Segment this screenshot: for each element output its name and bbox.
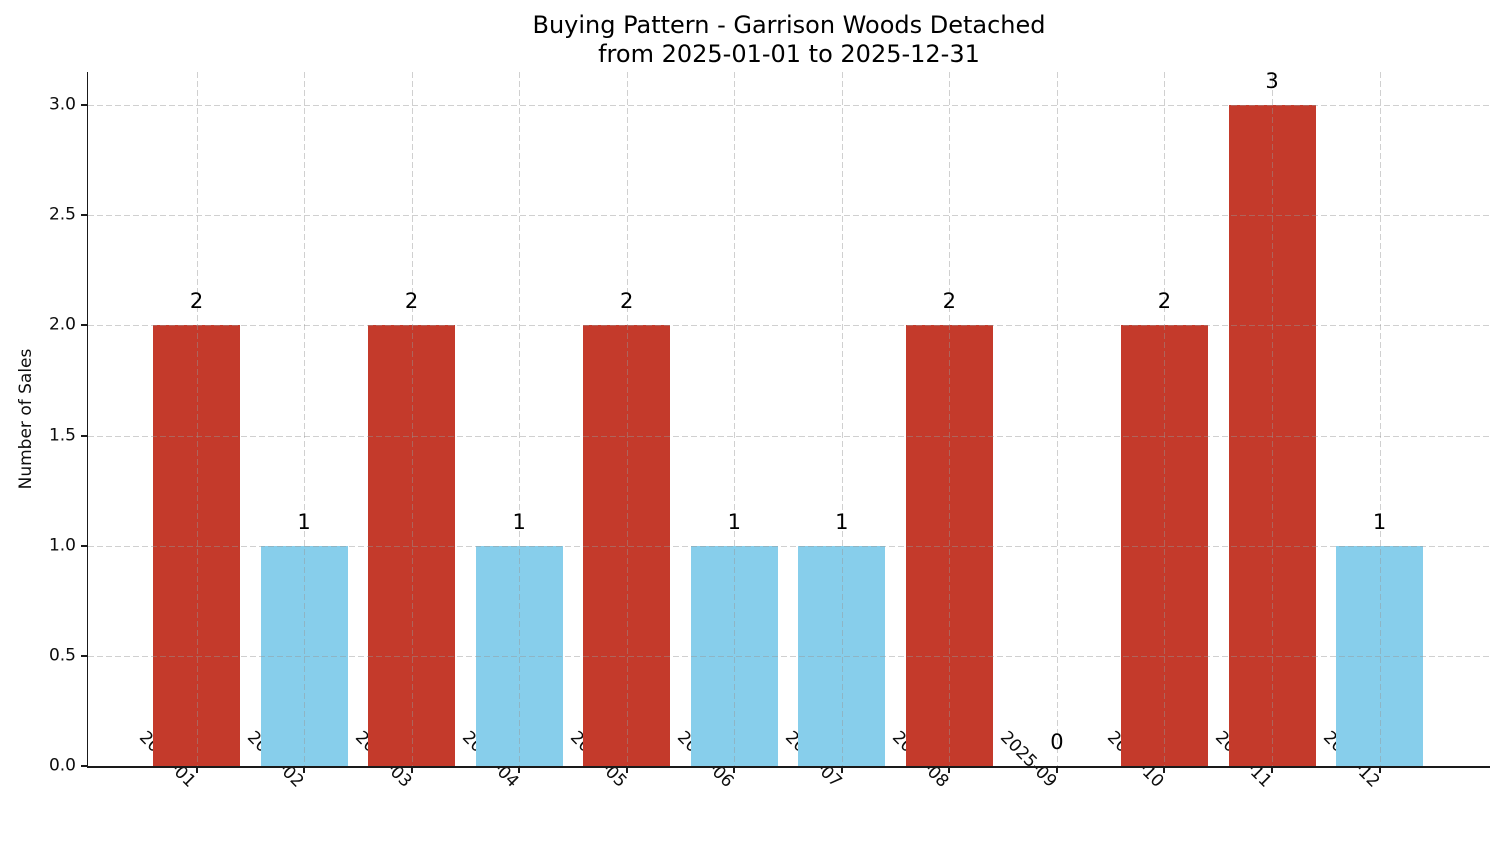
bar-value-label: 1 — [1372, 509, 1387, 534]
y-tick-label: 1.0 — [48, 535, 76, 556]
y-tick-label: 3.0 — [48, 94, 76, 115]
y-tick — [81, 765, 88, 767]
bar-value-label: 2 — [1157, 289, 1172, 314]
x-tick — [1378, 766, 1381, 773]
bar — [1228, 105, 1316, 766]
y-tick-label: 0.0 — [48, 755, 76, 776]
y-tick-label: 2.5 — [48, 204, 76, 225]
chart-title-line2: from 2025-01-01 to 2025-12-31 — [598, 40, 980, 68]
y-tick — [81, 214, 88, 217]
bar-value-label: 2 — [620, 289, 634, 314]
bar-value-label: 0 — [1050, 730, 1064, 754]
x-tick — [1055, 766, 1058, 773]
x-tick — [303, 766, 306, 773]
y-tick-label: 2.0 — [48, 314, 76, 335]
x-tick — [518, 766, 521, 773]
bar — [368, 325, 456, 766]
y-tick — [81, 544, 88, 547]
y-tick-label: 1.5 — [48, 425, 76, 446]
bar-value-label: 1 — [727, 509, 741, 534]
x-tick — [410, 766, 413, 773]
y-tick — [81, 434, 88, 437]
gridline-vertical — [1056, 72, 1058, 766]
chart-title-line1: Buying Pattern - Garrison Woods Detached — [532, 11, 1046, 39]
x-tick — [1163, 766, 1166, 773]
bar-value-label: 1 — [297, 509, 311, 534]
bar — [1120, 325, 1208, 766]
bar-value-label: 2 — [404, 289, 419, 314]
bar-value-label: 1 — [835, 509, 849, 534]
x-tick — [195, 766, 198, 773]
x-axis-spine — [86, 766, 1490, 768]
x-tick — [733, 766, 736, 773]
bar-value-label: 3 — [1265, 69, 1279, 94]
y-tick — [81, 104, 88, 107]
y-tick — [81, 654, 88, 657]
bar — [905, 325, 993, 766]
chart-title: Buying Pattern - Garrison Woods Detached… — [88, 11, 1490, 69]
bar — [798, 545, 886, 766]
y-tick-label: 0.5 — [48, 645, 76, 666]
y-tick — [81, 324, 88, 327]
bar — [260, 545, 348, 766]
bar-value-label: 2 — [189, 289, 204, 314]
bar-value-label: 1 — [512, 509, 526, 534]
x-tick — [1271, 766, 1273, 773]
x-tick — [840, 766, 843, 773]
bar — [583, 325, 671, 766]
bar — [153, 325, 240, 766]
bar — [690, 545, 778, 766]
y-axis-label: Number of Sales — [16, 348, 36, 490]
x-tick — [625, 766, 628, 773]
bar-value-label: 2 — [942, 289, 957, 314]
bar — [475, 545, 563, 766]
bar — [1336, 545, 1424, 766]
x-tick — [948, 766, 951, 773]
y-axis-spine — [86, 72, 88, 767]
